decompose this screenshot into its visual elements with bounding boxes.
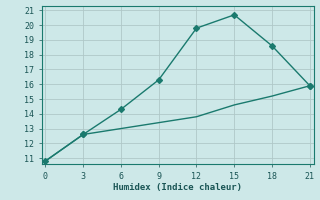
- X-axis label: Humidex (Indice chaleur): Humidex (Indice chaleur): [113, 183, 242, 192]
